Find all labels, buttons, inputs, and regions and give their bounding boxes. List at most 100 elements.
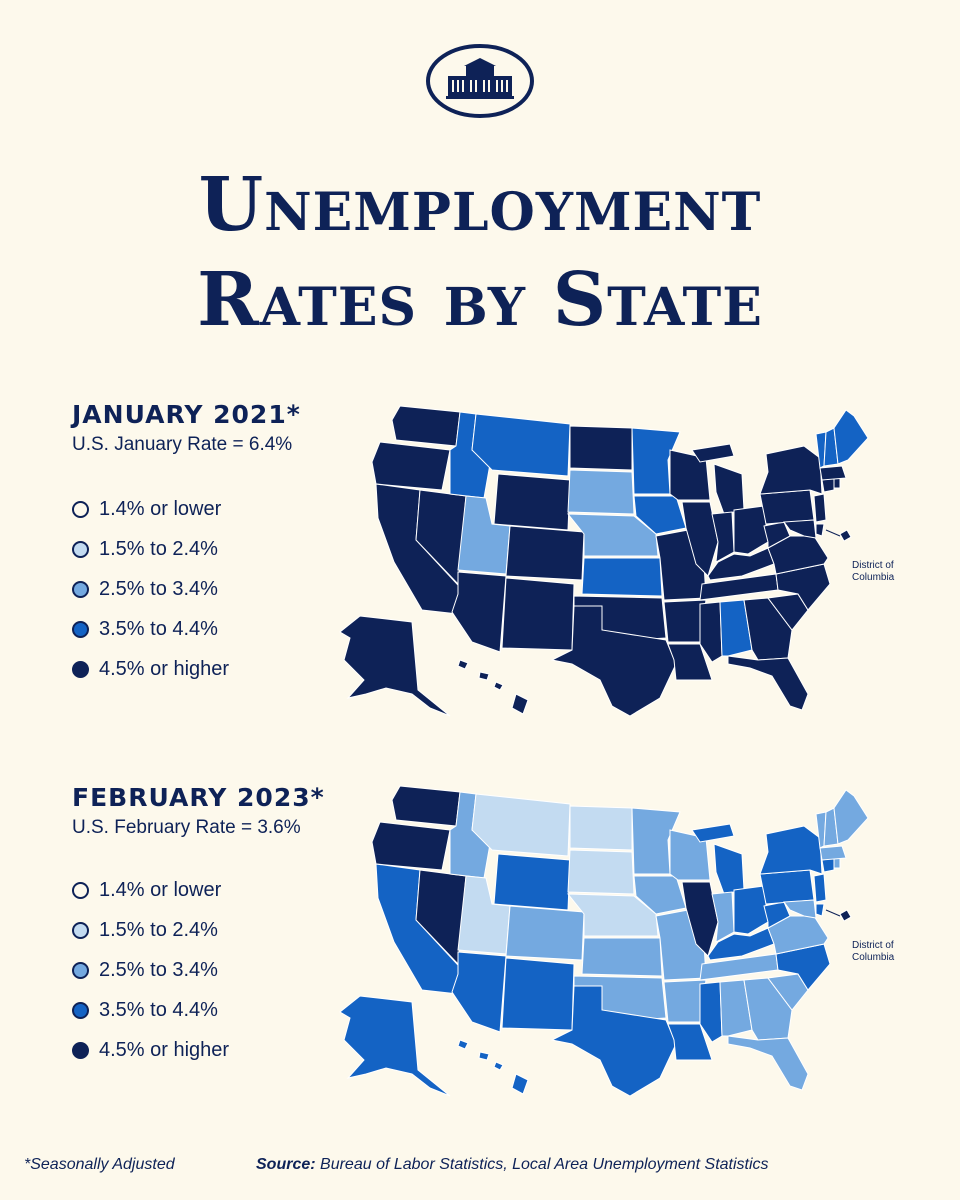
legend-label: 1.4% or lower [99, 497, 222, 520]
legend-label: 3.5% to 4.4% [99, 998, 218, 1021]
state-ak [339, 995, 451, 1097]
state-fl [727, 655, 809, 711]
state-me [833, 409, 869, 465]
legend-swatch [72, 881, 89, 899]
state-wy [493, 853, 571, 911]
state-nm [501, 957, 575, 1031]
source-label: Source: [256, 1156, 316, 1173]
state-mt [471, 413, 571, 477]
state-mn [631, 807, 681, 875]
legend-swatch [72, 660, 89, 678]
state-pa [759, 869, 815, 905]
footnote: *Seasonally Adjusted [24, 1156, 175, 1173]
state-va [767, 915, 829, 955]
state-oh [733, 505, 769, 555]
state-mt [471, 793, 571, 857]
state-or [371, 821, 451, 871]
state-nj [813, 873, 827, 903]
state-la [667, 643, 713, 681]
state-ks [581, 557, 663, 597]
state-ak [339, 615, 451, 717]
state-hi [457, 659, 529, 715]
legend-label: 3.5% to 4.4% [99, 617, 218, 640]
state-md [783, 519, 817, 539]
panel-subtitle: U.S. February Rate = 3.6% [72, 817, 301, 838]
legend-item: 1.4% or lower [72, 870, 229, 910]
state-al [719, 599, 753, 657]
state-ri [833, 477, 841, 489]
legend-label: 2.5% to 3.4% [99, 577, 218, 600]
state-co [505, 905, 585, 961]
legend-swatch [72, 620, 89, 638]
state-in [711, 891, 735, 943]
legend-item: 1.5% to 2.4% [72, 529, 229, 569]
state-ia [633, 495, 687, 535]
state-ny [759, 445, 823, 495]
legend-swatch [72, 921, 89, 939]
state-nd [569, 425, 633, 471]
state-ks [581, 937, 663, 977]
legend-item: 4.5% or higher [72, 649, 229, 689]
panel-title: JANUARY 2021* [72, 400, 301, 429]
state-oh [733, 885, 769, 935]
state-tx [550, 985, 677, 1097]
state-hi [457, 1039, 529, 1095]
state-az [451, 571, 507, 653]
legend-item: 2.5% to 3.4% [72, 569, 229, 609]
legend-feb-2023: 1.4% or lower 1.5% to 2.4% 2.5% to 3.4% … [72, 870, 229, 1070]
dc-leader-line [825, 529, 841, 537]
dc-label: District of [852, 940, 894, 951]
state-al [719, 979, 753, 1037]
state-ms [699, 981, 723, 1043]
legend-label: 1.5% to 2.4% [99, 918, 218, 941]
state-nm [501, 577, 575, 651]
legend-label: 4.5% or higher [99, 1038, 230, 1061]
legend-jan-2021: 1.4% or lower 1.5% to 2.4% 2.5% to 3.4% … [72, 489, 229, 689]
legend-swatch [72, 961, 89, 979]
state-me [833, 789, 869, 845]
state-nd [569, 805, 633, 851]
state-fl [727, 1035, 809, 1091]
state-ne [566, 513, 659, 557]
state-nj [813, 493, 827, 523]
dc-label: District of [852, 560, 894, 571]
source-text: Bureau of Labor Statistics, Local Area U… [320, 1156, 769, 1173]
state-wa [391, 785, 461, 827]
state-tx [550, 605, 677, 717]
dc-label: Columbia [852, 572, 895, 583]
state-co [505, 525, 585, 581]
legend-label: 2.5% to 3.4% [99, 958, 218, 981]
source-line: Source: Bureau of Labor Statistics, Loca… [256, 1156, 769, 1174]
panel-jan-2021-header: JANUARY 2021* U.S. January Rate = 6.4% [72, 400, 301, 456]
state-ia [633, 875, 687, 915]
panel-title: FEBRUARY 2023* [72, 783, 325, 812]
legend-item: 4.5% or higher [72, 1030, 229, 1070]
state-wy [493, 473, 571, 531]
state-ms [699, 601, 723, 663]
legend-label: 1.5% to 2.4% [99, 537, 218, 560]
legend-item: 3.5% to 4.4% [72, 990, 229, 1030]
legend-item: 1.4% or lower [72, 489, 229, 529]
page-title-line-2: Rates by State [197, 257, 763, 343]
panel-feb-2023-header: FEBRUARY 2023* U.S. February Rate = 3.6% [72, 783, 325, 839]
state-sd [567, 469, 635, 515]
state-ny [759, 825, 823, 875]
state-la [667, 1023, 713, 1061]
dc-leader-line [825, 909, 841, 917]
state-dc [839, 909, 852, 922]
white-house-logo-icon [426, 44, 534, 118]
state-wa [391, 405, 461, 447]
state-dc [839, 529, 852, 542]
state-az [451, 951, 507, 1033]
legend-label: 4.5% or higher [99, 657, 230, 680]
legend-label: 1.4% or lower [99, 878, 222, 901]
state-ne [566, 893, 659, 937]
state-ma [819, 465, 847, 481]
state-md [783, 899, 817, 919]
state-de [815, 523, 825, 537]
state-sd [567, 849, 635, 895]
state-in [711, 511, 735, 563]
legend-item: 2.5% to 3.4% [72, 950, 229, 990]
